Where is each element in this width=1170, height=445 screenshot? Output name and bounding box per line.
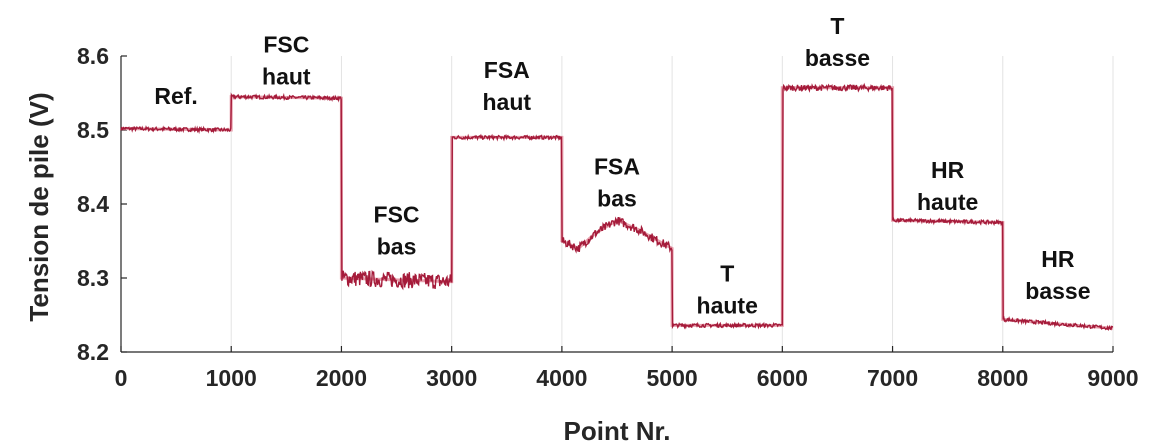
annotation-1: FSC haut bbox=[262, 31, 311, 89]
x-tick-label-2: 2000 bbox=[316, 365, 367, 391]
annotation-7: HR haute bbox=[917, 157, 978, 215]
annotation-4: FSA bas bbox=[594, 153, 640, 211]
annotation-1-line-0: FSC bbox=[263, 31, 309, 57]
series bbox=[120, 82, 1114, 332]
annotation-3: FSA haut bbox=[482, 57, 531, 115]
x-tick-label-7: 7000 bbox=[867, 365, 918, 391]
annotation-1-line-1: haut bbox=[262, 63, 311, 89]
y-tick-label-0: 8.2 bbox=[77, 339, 109, 365]
annotation-4-line-1: bas bbox=[597, 185, 637, 211]
x-tick-label-4: 4000 bbox=[536, 365, 587, 391]
x-tick-label-1: 1000 bbox=[206, 365, 257, 391]
annotation-8: HR basse bbox=[1025, 246, 1090, 304]
x-tick-label-5: 5000 bbox=[647, 365, 698, 391]
x-tick-labels: 0 1000 2000 3000 4000 5000 6000 7000 8000 9000 bbox=[115, 346, 1139, 391]
y-tick-label-2: 8.4 bbox=[77, 191, 109, 217]
annotation-5-line-0: T bbox=[720, 261, 734, 287]
annotation-0: Ref. bbox=[154, 83, 197, 109]
y-tick-label-4: 8.6 bbox=[77, 43, 109, 69]
x-tick-label-3: 3000 bbox=[426, 365, 477, 391]
x-tick-label-6: 6000 bbox=[757, 365, 808, 391]
annotation-6-line-1: basse bbox=[805, 45, 870, 71]
annotation-4-line-0: FSA bbox=[594, 153, 640, 179]
annotation-2: FSC bas bbox=[374, 202, 420, 260]
annotation-6-line-0: T bbox=[830, 13, 844, 39]
annotation-7-line-1: haute bbox=[917, 189, 978, 215]
y-tick-labels: 8.2 8.3 8.4 8.5 8.6 bbox=[77, 43, 127, 365]
annotation-2-line-0: FSC bbox=[374, 202, 420, 228]
y-tick-label-1: 8.3 bbox=[77, 265, 109, 291]
y-tick-label-3: 8.5 bbox=[77, 117, 109, 143]
annotation-8-line-1: basse bbox=[1025, 278, 1090, 304]
annotation-5-line-1: haute bbox=[697, 293, 758, 319]
x-tick-label-0: 0 bbox=[115, 365, 128, 391]
x-axis-title: Point Nr. bbox=[564, 416, 671, 445]
annotation-0-line-0: Ref. bbox=[154, 83, 197, 109]
y-axis-title: Tension de pile (V) bbox=[24, 92, 54, 321]
annotation-3-line-1: haut bbox=[482, 89, 531, 115]
annotation-7-line-0: HR bbox=[931, 157, 965, 183]
series-measured-line bbox=[120, 82, 1114, 332]
x-tick-label-8: 8000 bbox=[977, 365, 1028, 391]
annotation-2-line-1: bas bbox=[377, 234, 417, 260]
x-tick-label-9: 9000 bbox=[1087, 365, 1138, 391]
annotation-8-line-0: HR bbox=[1041, 246, 1075, 272]
annotation-3-line-0: FSA bbox=[484, 57, 530, 83]
